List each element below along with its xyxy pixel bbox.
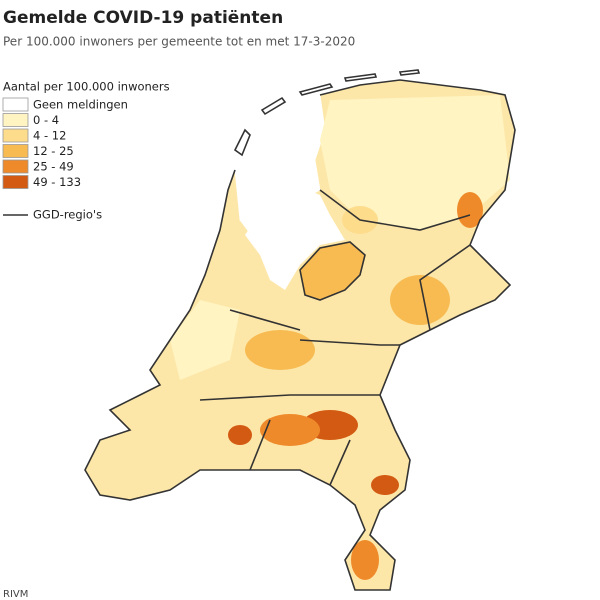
- region-high: [457, 192, 483, 228]
- flevoland: [299, 241, 366, 301]
- region-high: [351, 540, 379, 580]
- legend-region-label: GGD-regio's: [33, 208, 102, 222]
- ijsselmeer: [245, 185, 345, 290]
- region-high: [260, 414, 320, 446]
- title: Gemelde COVID-19 patiënten: [3, 8, 283, 28]
- legend-label: 0 - 4: [33, 113, 59, 127]
- legend-label: 49 - 133: [33, 175, 81, 189]
- map: [84, 69, 516, 591]
- legend-label: 12 - 25: [33, 144, 74, 158]
- wadden-islands: [233, 69, 421, 157]
- region-mid: [390, 275, 450, 325]
- legend-label: 4 - 12: [33, 129, 66, 143]
- region-mid: [245, 330, 315, 370]
- legend-label: Geen meldingen: [33, 98, 128, 112]
- legend-swatch: [2, 97, 29, 112]
- region-very-high: [228, 425, 252, 445]
- legend-swatch: [2, 175, 29, 189]
- legend-swatch: [2, 144, 29, 158]
- subtitle: Per 100.000 inwoners per gemeente tot en…: [3, 35, 355, 49]
- region-very-high: [371, 475, 399, 495]
- legend-title: Aantal per 100.000 inwoners: [3, 80, 170, 94]
- legend-swatch: [2, 113, 29, 127]
- legend-swatch: [2, 128, 29, 143]
- ggd-borders: [199, 189, 471, 486]
- coastline: [84, 79, 516, 591]
- legend-label: 25 - 49: [33, 160, 74, 174]
- legend-swatch: [2, 159, 29, 174]
- west-light: [170, 300, 240, 380]
- source: RIVM: [3, 589, 28, 600]
